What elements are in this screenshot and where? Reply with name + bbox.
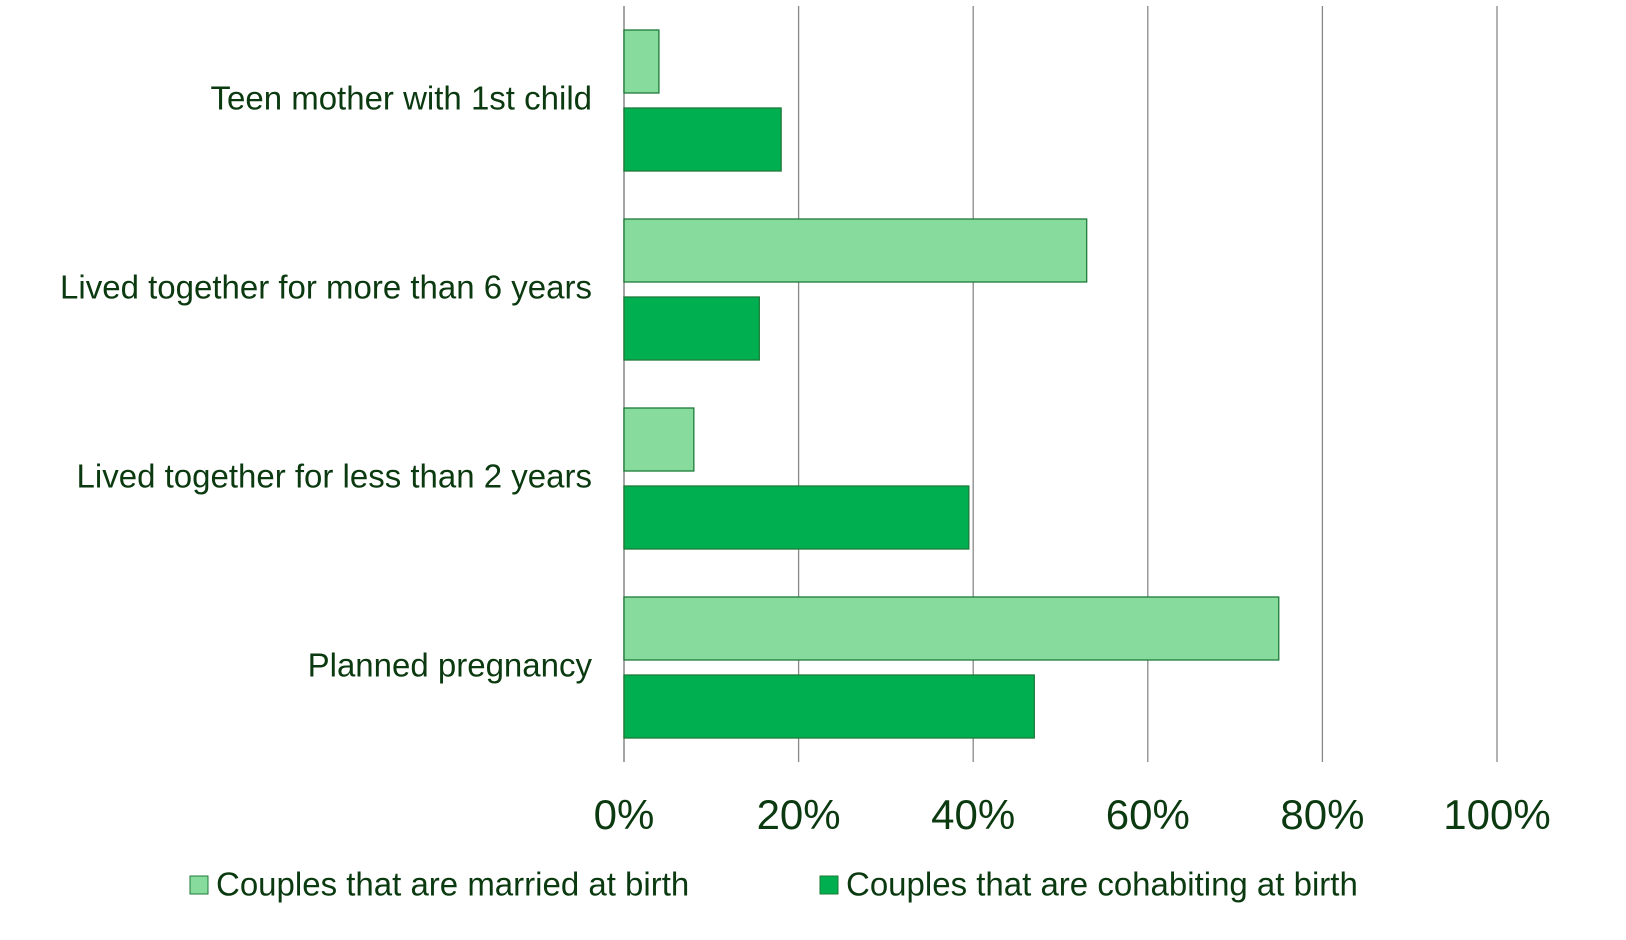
bar bbox=[623, 218, 1088, 283]
bar bbox=[623, 485, 970, 550]
legend-swatch bbox=[819, 875, 839, 895]
x-tick-label: 100% bbox=[1443, 791, 1550, 838]
y-tick-label: Lived together for more than 6 years bbox=[60, 269, 592, 306]
bar bbox=[623, 674, 1035, 739]
x-tick-label: 40% bbox=[931, 791, 1015, 838]
y-tick-label: Teen mother with 1st child bbox=[210, 80, 592, 117]
y-tick-label: Planned pregnancy bbox=[308, 647, 593, 684]
bar bbox=[623, 107, 782, 172]
legend-swatch bbox=[189, 875, 209, 895]
bar bbox=[623, 596, 1280, 661]
x-tick-label: 20% bbox=[757, 791, 841, 838]
x-tick-label: 60% bbox=[1106, 791, 1190, 838]
y-tick-label: Lived together for less than 2 years bbox=[77, 458, 592, 495]
bar bbox=[623, 29, 660, 94]
legend-label: Couples that are married at birth bbox=[216, 866, 689, 903]
x-tick-label: 80% bbox=[1280, 791, 1364, 838]
bar bbox=[623, 407, 695, 472]
x-tick-label: 0% bbox=[594, 791, 655, 838]
bar bbox=[623, 296, 760, 361]
legend-label: Couples that are cohabiting at birth bbox=[846, 866, 1358, 903]
